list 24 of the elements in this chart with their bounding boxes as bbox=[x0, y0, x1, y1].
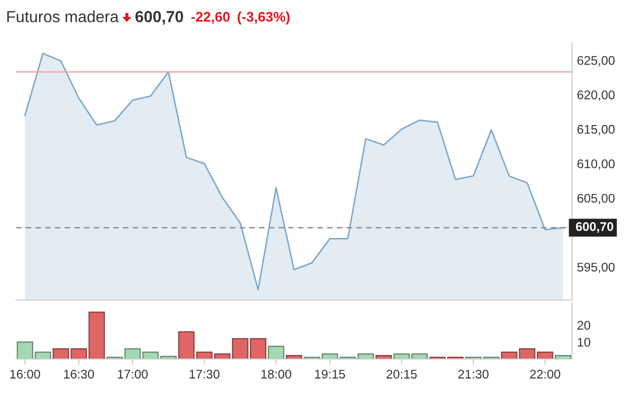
text: 600,70 bbox=[135, 10, 184, 25]
text: (-3,63%) bbox=[238, 12, 290, 24]
y-tick-label: 610,00 bbox=[577, 159, 615, 170]
y-tick-label: 595,00 bbox=[577, 262, 615, 274]
y-tick-label: 615,00 bbox=[577, 124, 615, 136]
y-tick-label: 625,00 bbox=[577, 56, 615, 66]
ref-line-label: 600,70 bbox=[576, 222, 614, 233]
x-tick-label: 18:00 bbox=[261, 370, 292, 379]
bar bbox=[268, 346, 284, 359]
y-tick-label: 620,00 bbox=[577, 90, 615, 101]
x-tick-label: 17:30 bbox=[190, 370, 220, 379]
text: -22,60 bbox=[191, 12, 230, 24]
chart-title: Futuros madera bbox=[7, 10, 119, 22]
y-tick-label: 20 bbox=[577, 320, 590, 330]
x-tick-label: 19:15 bbox=[315, 370, 345, 379]
x-tick-label: 21:30 bbox=[458, 370, 489, 379]
x-tick-label: 20:15 bbox=[386, 370, 417, 379]
y-tick-label: 10 bbox=[578, 338, 590, 347]
y-tick-label: 605,00 bbox=[577, 194, 615, 204]
x-tick-label: 16:00 bbox=[10, 370, 40, 379]
x-tick-label: 22:00 bbox=[530, 370, 560, 379]
x-tick-label: 17:00 bbox=[118, 370, 148, 379]
bar bbox=[376, 355, 392, 359]
x-tick-label: 16:30 bbox=[64, 370, 94, 379]
